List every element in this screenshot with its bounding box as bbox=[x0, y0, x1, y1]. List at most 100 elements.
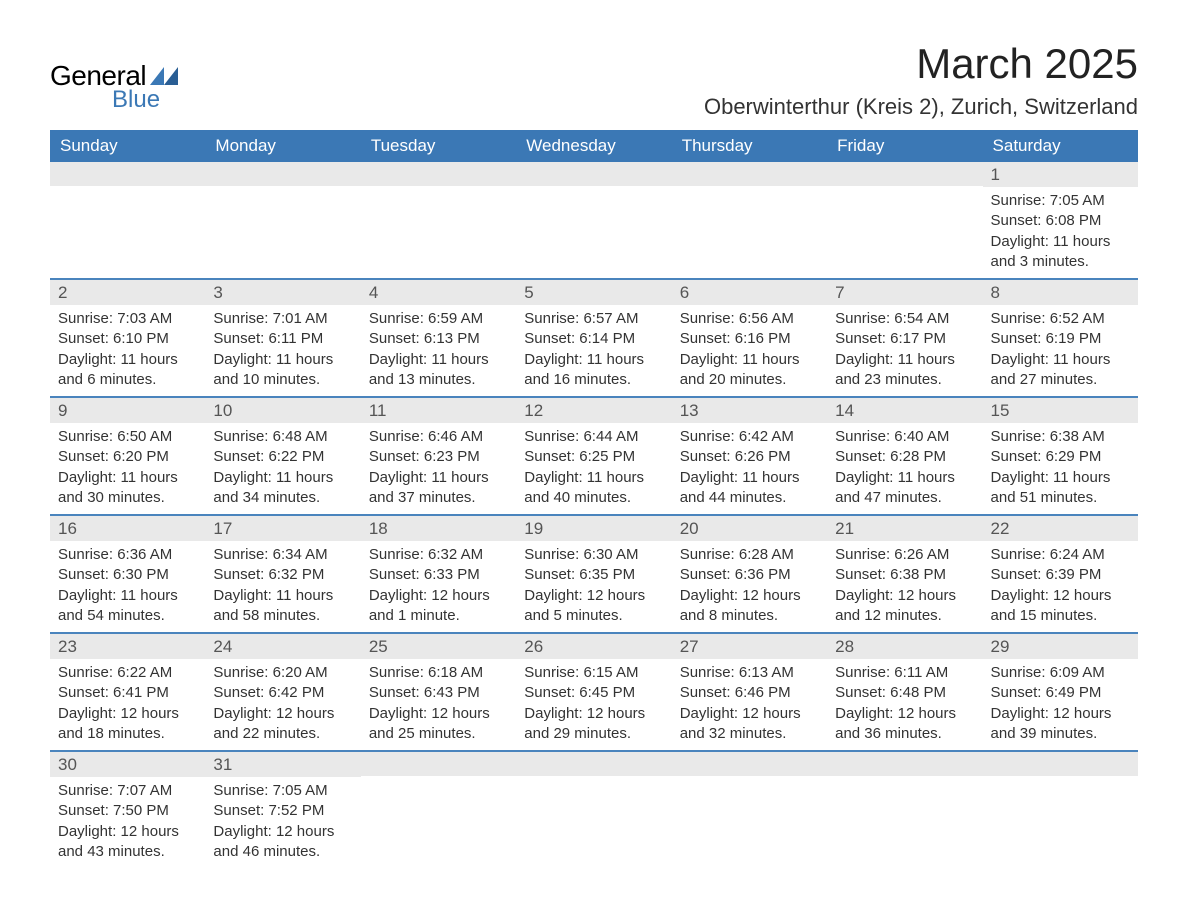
day-sunset: Sunset: 6:30 PM bbox=[58, 565, 197, 585]
calendar-day-cell: 4Sunrise: 6:59 AMSunset: 6:13 PMDaylight… bbox=[361, 279, 516, 397]
day-number: 5 bbox=[516, 280, 671, 305]
day-sunrise: Sunrise: 6:30 AM bbox=[524, 545, 663, 565]
day-sunrise: Sunrise: 6:57 AM bbox=[524, 309, 663, 329]
day-number: 30 bbox=[50, 752, 205, 777]
day-details bbox=[516, 776, 671, 856]
day-sunrise: Sunrise: 6:42 AM bbox=[680, 427, 819, 447]
day-dl2: and 51 minutes. bbox=[991, 488, 1130, 508]
calendar-day-cell: 22Sunrise: 6:24 AMSunset: 6:39 PMDayligh… bbox=[983, 515, 1138, 633]
calendar-day-cell bbox=[983, 751, 1138, 868]
calendar-day-cell: 5Sunrise: 6:57 AMSunset: 6:14 PMDaylight… bbox=[516, 279, 671, 397]
day-dl2: and 47 minutes. bbox=[835, 488, 974, 508]
day-dl2: and 44 minutes. bbox=[680, 488, 819, 508]
day-details bbox=[827, 776, 982, 856]
day-details bbox=[361, 776, 516, 856]
day-sunset: Sunset: 6:42 PM bbox=[213, 683, 352, 703]
day-sunrise: Sunrise: 6:54 AM bbox=[835, 309, 974, 329]
day-sunset: Sunset: 6:32 PM bbox=[213, 565, 352, 585]
brand-word-2: Blue bbox=[112, 86, 178, 114]
day-number: 19 bbox=[516, 516, 671, 541]
day-number: 22 bbox=[983, 516, 1138, 541]
calendar-day-cell: 16Sunrise: 6:36 AMSunset: 6:30 PMDayligh… bbox=[50, 515, 205, 633]
calendar-day-cell bbox=[361, 751, 516, 868]
day-dl2: and 6 minutes. bbox=[58, 370, 197, 390]
day-sunset: Sunset: 6:10 PM bbox=[58, 329, 197, 349]
page-header: General Blue March 2025 Oberwinterthur (… bbox=[50, 40, 1138, 120]
calendar-week-row: 30Sunrise: 7:07 AMSunset: 7:50 PMDayligh… bbox=[50, 751, 1138, 868]
day-number: 20 bbox=[672, 516, 827, 541]
day-sunrise: Sunrise: 6:50 AM bbox=[58, 427, 197, 447]
day-sunset: Sunset: 6:08 PM bbox=[991, 211, 1130, 231]
day-sunset: Sunset: 6:33 PM bbox=[369, 565, 508, 585]
calendar-day-cell bbox=[827, 162, 982, 279]
day-details bbox=[50, 186, 205, 266]
calendar-header-row: Sunday Monday Tuesday Wednesday Thursday… bbox=[50, 130, 1138, 162]
calendar-day-cell: 28Sunrise: 6:11 AMSunset: 6:48 PMDayligh… bbox=[827, 633, 982, 751]
calendar-day-cell: 24Sunrise: 6:20 AMSunset: 6:42 PMDayligh… bbox=[205, 633, 360, 751]
day-sunset: Sunset: 6:39 PM bbox=[991, 565, 1130, 585]
day-details: Sunrise: 6:28 AMSunset: 6:36 PMDaylight:… bbox=[672, 541, 827, 632]
day-sunrise: Sunrise: 7:05 AM bbox=[213, 781, 352, 801]
day-number: 6 bbox=[672, 280, 827, 305]
day-sunset: Sunset: 6:35 PM bbox=[524, 565, 663, 585]
day-details: Sunrise: 7:03 AMSunset: 6:10 PMDaylight:… bbox=[50, 305, 205, 396]
day-sunrise: Sunrise: 6:40 AM bbox=[835, 427, 974, 447]
day-dl1: Daylight: 11 hours bbox=[369, 468, 508, 488]
day-dl2: and 25 minutes. bbox=[369, 724, 508, 744]
day-dl2: and 37 minutes. bbox=[369, 488, 508, 508]
day-number: 27 bbox=[672, 634, 827, 659]
calendar-day-cell bbox=[516, 751, 671, 868]
day-dl2: and 34 minutes. bbox=[213, 488, 352, 508]
dayname-header: Wednesday bbox=[516, 130, 671, 162]
day-number bbox=[827, 752, 982, 776]
day-dl1: Daylight: 11 hours bbox=[213, 586, 352, 606]
day-sunset: Sunset: 6:25 PM bbox=[524, 447, 663, 467]
day-dl2: and 1 minute. bbox=[369, 606, 508, 626]
day-dl1: Daylight: 12 hours bbox=[58, 704, 197, 724]
day-details: Sunrise: 7:05 AMSunset: 6:08 PMDaylight:… bbox=[983, 187, 1138, 278]
day-number: 15 bbox=[983, 398, 1138, 423]
day-sunrise: Sunrise: 6:09 AM bbox=[991, 663, 1130, 683]
day-number: 21 bbox=[827, 516, 982, 541]
day-dl1: Daylight: 12 hours bbox=[991, 586, 1130, 606]
calendar-day-cell: 7Sunrise: 6:54 AMSunset: 6:17 PMDaylight… bbox=[827, 279, 982, 397]
calendar-day-cell bbox=[827, 751, 982, 868]
brand-logo: General Blue bbox=[50, 60, 178, 114]
day-dl2: and 8 minutes. bbox=[680, 606, 819, 626]
calendar-day-cell: 31Sunrise: 7:05 AMSunset: 7:52 PMDayligh… bbox=[205, 751, 360, 868]
day-details bbox=[983, 776, 1138, 856]
day-sunset: Sunset: 6:36 PM bbox=[680, 565, 819, 585]
day-dl2: and 13 minutes. bbox=[369, 370, 508, 390]
calendar-day-cell bbox=[516, 162, 671, 279]
day-sunset: Sunset: 7:50 PM bbox=[58, 801, 197, 821]
day-number: 14 bbox=[827, 398, 982, 423]
day-number: 2 bbox=[50, 280, 205, 305]
brand-triangle-icon bbox=[150, 65, 178, 85]
day-sunrise: Sunrise: 6:32 AM bbox=[369, 545, 508, 565]
day-number bbox=[205, 162, 360, 186]
calendar-day-cell: 13Sunrise: 6:42 AMSunset: 6:26 PMDayligh… bbox=[672, 397, 827, 515]
calendar-day-cell: 6Sunrise: 6:56 AMSunset: 6:16 PMDaylight… bbox=[672, 279, 827, 397]
day-sunset: Sunset: 7:52 PM bbox=[213, 801, 352, 821]
day-dl2: and 32 minutes. bbox=[680, 724, 819, 744]
day-sunrise: Sunrise: 6:22 AM bbox=[58, 663, 197, 683]
day-dl2: and 29 minutes. bbox=[524, 724, 663, 744]
day-dl1: Daylight: 11 hours bbox=[213, 468, 352, 488]
calendar-week-row: 23Sunrise: 6:22 AMSunset: 6:41 PMDayligh… bbox=[50, 633, 1138, 751]
day-dl1: Daylight: 12 hours bbox=[680, 586, 819, 606]
day-number bbox=[672, 752, 827, 776]
day-sunrise: Sunrise: 7:07 AM bbox=[58, 781, 197, 801]
day-details: Sunrise: 6:15 AMSunset: 6:45 PMDaylight:… bbox=[516, 659, 671, 750]
day-details bbox=[672, 186, 827, 266]
day-dl1: Daylight: 11 hours bbox=[58, 350, 197, 370]
calendar-day-cell: 26Sunrise: 6:15 AMSunset: 6:45 PMDayligh… bbox=[516, 633, 671, 751]
day-sunrise: Sunrise: 6:38 AM bbox=[991, 427, 1130, 447]
day-sunrise: Sunrise: 7:05 AM bbox=[991, 191, 1130, 211]
day-number: 18 bbox=[361, 516, 516, 541]
day-sunrise: Sunrise: 6:36 AM bbox=[58, 545, 197, 565]
day-number: 12 bbox=[516, 398, 671, 423]
day-number bbox=[672, 162, 827, 186]
dayname-header: Sunday bbox=[50, 130, 205, 162]
day-dl1: Daylight: 11 hours bbox=[58, 468, 197, 488]
day-details bbox=[361, 186, 516, 266]
